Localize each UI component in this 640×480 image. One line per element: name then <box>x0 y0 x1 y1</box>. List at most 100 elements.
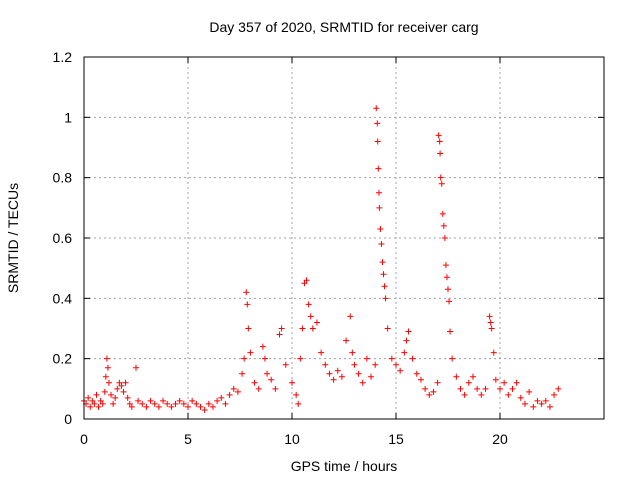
data-point <box>299 325 306 332</box>
data-point <box>155 403 162 410</box>
data-point <box>99 400 106 407</box>
data-point <box>449 355 456 362</box>
data-point <box>85 394 92 401</box>
data-point <box>112 394 119 401</box>
data-point <box>492 376 499 383</box>
data-point <box>110 400 117 407</box>
data-point <box>278 325 285 332</box>
chart-title: Day 357 of 2020, SRMTID for receiver car… <box>209 19 478 35</box>
data-point <box>359 379 366 386</box>
data-point <box>261 355 268 362</box>
x-tick-label: 15 <box>388 431 404 447</box>
data-point <box>434 379 441 386</box>
data-point <box>447 328 454 335</box>
data-point <box>268 376 275 383</box>
data-point <box>457 385 464 392</box>
data-point <box>382 295 389 302</box>
data-point <box>180 400 187 407</box>
data-point <box>349 349 356 356</box>
data-point <box>135 397 142 404</box>
data-point <box>87 403 94 410</box>
data-point <box>377 225 384 232</box>
data-point <box>438 180 445 187</box>
data-point <box>555 385 562 392</box>
data-point <box>413 370 420 377</box>
data-point <box>205 400 212 407</box>
data-point <box>185 403 191 410</box>
y-tick-label: 0.6 <box>53 230 73 246</box>
data-point <box>245 325 252 332</box>
axis-ticks: 0 0.2 0.4 0.6 0.8 1 1.2 0 5 10 15 20 <box>53 49 604 447</box>
data-point <box>176 397 183 404</box>
data-point <box>322 361 329 368</box>
data-point <box>222 400 229 407</box>
y-tick-label: 1.2 <box>53 49 73 65</box>
data-point <box>441 235 448 241</box>
data-point <box>430 388 437 395</box>
data-point <box>469 373 476 380</box>
x-axis-label: GPS time / hours <box>291 458 398 474</box>
data-point <box>118 382 125 389</box>
data-point <box>272 385 279 392</box>
grid <box>84 57 604 419</box>
data-point <box>440 222 447 229</box>
data-point <box>209 403 216 410</box>
data-point <box>372 361 379 368</box>
data-point <box>486 313 493 320</box>
data-points <box>81 105 562 413</box>
data-point <box>226 391 233 398</box>
data-point <box>164 400 171 407</box>
data-point <box>551 391 558 398</box>
data-point <box>461 391 468 398</box>
y-tick-label: 0.2 <box>53 351 73 367</box>
data-point <box>546 403 553 410</box>
data-point <box>446 298 453 305</box>
data-point <box>355 370 362 377</box>
data-point <box>442 262 449 269</box>
data-point <box>276 331 283 338</box>
data-point <box>230 385 237 392</box>
data-point <box>374 138 381 145</box>
data-point <box>417 376 424 383</box>
x-tick-label: 20 <box>492 431 508 447</box>
data-point <box>374 120 381 127</box>
data-point <box>347 313 354 320</box>
data-point <box>104 364 111 371</box>
data-point <box>251 379 258 386</box>
data-point <box>214 397 221 404</box>
data-point <box>289 379 295 386</box>
data-point <box>89 397 96 404</box>
data-point <box>147 397 154 404</box>
data-point <box>133 364 139 371</box>
data-point <box>384 325 391 332</box>
data-point <box>375 165 382 172</box>
data-point <box>218 394 225 401</box>
data-point <box>397 367 404 374</box>
y-tick-label: 0.4 <box>53 290 73 306</box>
data-point <box>381 283 388 290</box>
data-point <box>259 343 266 350</box>
data-point <box>301 280 308 287</box>
data-point <box>102 373 109 380</box>
data-point <box>474 385 481 392</box>
data-point <box>478 391 485 398</box>
data-point <box>435 132 442 139</box>
data-point <box>282 361 289 368</box>
data-point <box>201 406 208 413</box>
data-point <box>376 204 383 211</box>
data-point <box>297 355 304 362</box>
data-point <box>534 397 541 404</box>
data-point <box>189 397 196 404</box>
data-point <box>379 259 386 266</box>
data-point <box>234 388 241 395</box>
data-point <box>497 385 503 392</box>
data-point <box>295 400 302 407</box>
data-point <box>91 400 98 407</box>
y-axis-label: SRMTID / TECUs <box>5 183 21 293</box>
data-point <box>120 388 127 395</box>
data-point <box>307 313 314 320</box>
data-point <box>490 349 497 356</box>
data-point <box>334 367 341 374</box>
data-point <box>93 391 100 398</box>
